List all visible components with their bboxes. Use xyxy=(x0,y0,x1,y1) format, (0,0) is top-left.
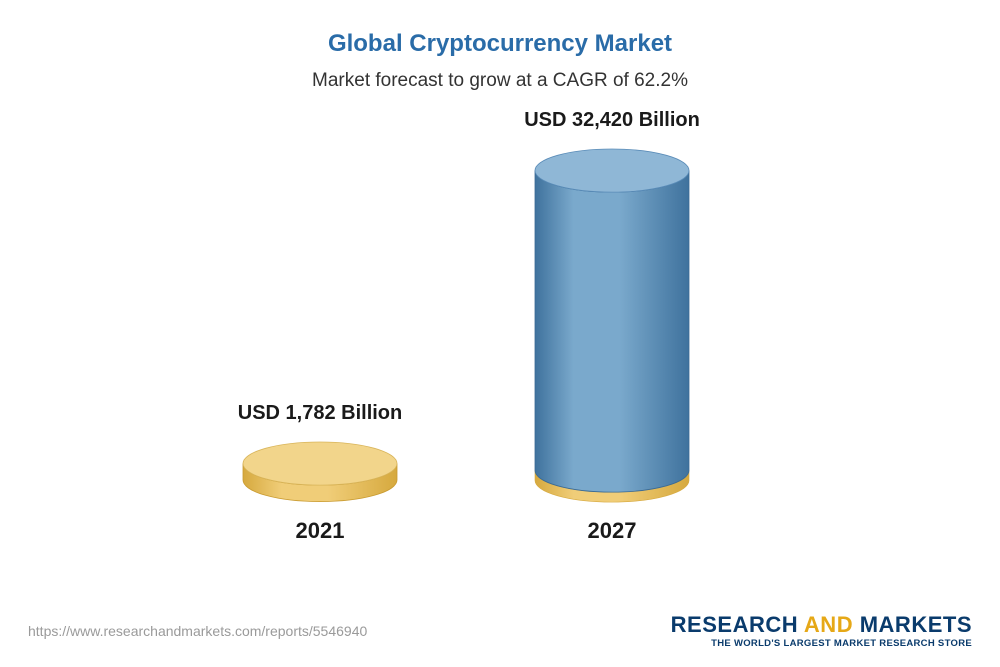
bar-category-label: 2027 xyxy=(588,518,637,544)
brand-logo: RESEARCH AND MARKETS THE WORLD'S LARGEST… xyxy=(671,612,972,649)
chart-title: Global Cryptocurrency Market xyxy=(0,0,1000,58)
cylinder-icon xyxy=(241,440,399,504)
logo-word-and: AND xyxy=(804,612,853,637)
logo-word-markets: MARKETS xyxy=(860,612,972,637)
bar-2027: USD 32,420 Billion2027 xyxy=(533,147,691,504)
bar-2021: USD 1,782 Billion2021 xyxy=(241,440,399,504)
cylinder-icon xyxy=(533,147,691,504)
logo-tagline: THE WORLD'S LARGEST MARKET RESEARCH STOR… xyxy=(671,638,972,649)
bar-value-label: USD 32,420 Billion xyxy=(524,109,700,132)
logo-main: RESEARCH AND MARKETS xyxy=(671,612,972,638)
footer: https://www.researchandmarkets.com/repor… xyxy=(0,612,1000,649)
source-url: https://www.researchandmarkets.com/repor… xyxy=(28,623,367,639)
chart-area: USD 1,782 Billion2021USD 32,420 Billion2… xyxy=(0,132,1000,552)
chart-subtitle: Market forecast to grow at a CAGR of 62.… xyxy=(0,58,1000,92)
logo-word-research: RESEARCH xyxy=(671,612,798,637)
bar-value-label: USD 1,782 Billion xyxy=(238,402,403,425)
bar-category-label: 2021 xyxy=(296,518,345,544)
